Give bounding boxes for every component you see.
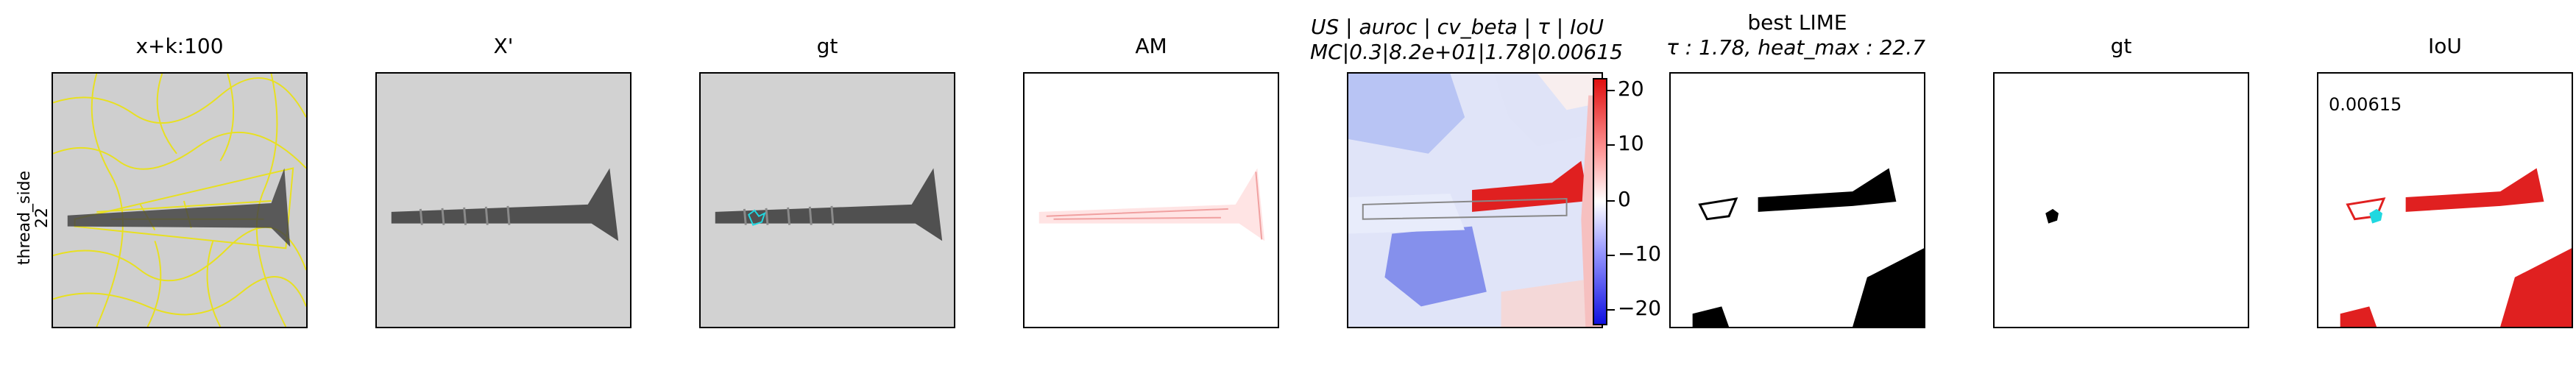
colorbar-label: 0: [1618, 187, 1631, 211]
panel-iou: 0.00615: [2317, 72, 2573, 328]
panel-image: [375, 72, 631, 328]
colorbar-tick: [1607, 144, 1615, 146]
panel-title-best-lime-line1: best LIME: [1747, 10, 1847, 35]
colorbar-label: 20: [1618, 77, 1644, 101]
iou-overlay: [2318, 74, 2572, 327]
panel-superpixels: [52, 72, 308, 328]
colorbar-label: 10: [1618, 131, 1644, 155]
lime-heatmap: [1348, 74, 1602, 327]
iou-value-label: 0.00615: [2329, 94, 2402, 115]
panel-gt-mask: [1993, 72, 2249, 328]
panel-am: [1023, 72, 1279, 328]
colorbar-tick: [1607, 90, 1615, 91]
am-heatmap: [1025, 74, 1278, 327]
panel-best-lime-mask: [1669, 72, 1925, 328]
colorbar-label: −10: [1618, 241, 1662, 266]
gt-mask: [1995, 74, 2248, 327]
colorbar-label: −20: [1618, 296, 1662, 320]
panel-lime-heatmap: [1347, 72, 1603, 328]
colorbar-tick: [1607, 200, 1615, 202]
best-lime-mask: [1671, 74, 1924, 327]
panel-title-gt: gt: [816, 34, 838, 58]
gt-overlay-image: [701, 74, 954, 327]
panel-title-iou: IoU: [2428, 34, 2462, 58]
panel-gt-overlay: [699, 72, 955, 328]
panel-title-gt-mask: gt: [2110, 34, 2132, 58]
panel-title-am: AM: [1135, 34, 1167, 58]
colorbar: [1593, 78, 1607, 325]
row-label: thread_side 22: [15, 170, 52, 266]
panel-title-image: X': [493, 34, 514, 58]
superpixel-image: [53, 74, 306, 327]
colorbar-tick: [1607, 255, 1615, 256]
screw-image: [377, 74, 630, 327]
row-label-index: 22: [33, 208, 52, 228]
row-label-class: thread_side: [15, 170, 35, 266]
panel-title-metrics-line2: MC|0.3|8.2e+01|1.78|0.00615: [1310, 40, 1623, 64]
panel-title-metrics-line1: US | auroc | cv_beta | τ | IoU: [1311, 15, 1604, 39]
panel-title-superpixels: x+k:100: [135, 34, 224, 58]
colorbar-tick: [1607, 309, 1615, 311]
panel-title-best-lime-line2: τ : 1.78, heat_max : 22.7: [1666, 35, 1925, 60]
